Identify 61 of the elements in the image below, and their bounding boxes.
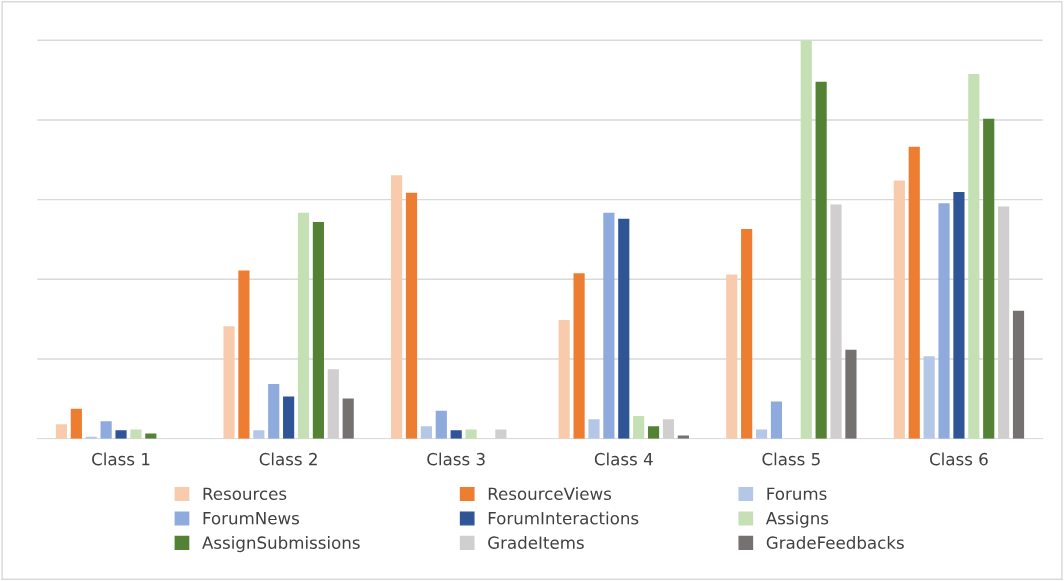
bar [342, 398, 354, 439]
bar [647, 426, 660, 439]
x-tick-label: Class 3 [427, 452, 485, 466]
bar [253, 430, 265, 439]
bar [238, 270, 250, 439]
bar [558, 319, 570, 439]
bar [815, 81, 827, 439]
legend-label: Forums [767, 487, 827, 501]
x-tick-label: Class 6 [929, 452, 988, 466]
bar [115, 430, 127, 439]
bar [908, 146, 920, 439]
bar [662, 419, 675, 439]
bar [495, 429, 507, 439]
legend-label: ResourceViews [488, 487, 612, 501]
bar [223, 326, 235, 439]
legend-label: GradeItems [488, 536, 584, 549]
bar [633, 415, 645, 439]
x-tick-label: Class 4 [594, 452, 653, 466]
x-tick-label: Class 1 [92, 452, 150, 466]
bar [618, 218, 630, 439]
bar [268, 384, 280, 439]
bar [938, 203, 950, 439]
bar [391, 175, 403, 439]
bar [726, 274, 738, 439]
legend-label: ForumNews [203, 512, 300, 525]
bar [968, 74, 980, 439]
bar [573, 273, 585, 439]
bar [420, 426, 432, 439]
bar [741, 229, 753, 439]
legend-label: AssignSubmissions [202, 536, 360, 553]
legend-label: Resources [203, 487, 287, 501]
legend-label: ForumInteractions [488, 511, 639, 525]
bar [450, 430, 462, 439]
legend-label: GradeFeedbacks [766, 536, 904, 549]
bar [465, 429, 477, 439]
bar [845, 349, 857, 439]
bar [588, 419, 600, 439]
bar [603, 212, 615, 439]
bar [283, 396, 295, 439]
bar [435, 410, 447, 439]
bar [70, 408, 82, 439]
x-tick-label: Class 2 [259, 452, 317, 466]
bar [1012, 310, 1025, 439]
bar [770, 401, 783, 439]
bar [953, 192, 965, 439]
bar [297, 212, 310, 439]
bar [755, 429, 768, 439]
bar [327, 369, 339, 439]
bar [893, 180, 905, 439]
bar [55, 424, 68, 439]
bar [145, 433, 157, 439]
legend-label: Assigns [765, 511, 829, 528]
bar [405, 192, 418, 439]
x-tick-label: Class 5 [762, 452, 820, 466]
bar [312, 221, 324, 439]
bar [923, 356, 935, 439]
bar [800, 40, 812, 439]
bar [677, 435, 689, 439]
bar [100, 421, 112, 439]
bar [130, 429, 142, 439]
bar [983, 118, 995, 439]
